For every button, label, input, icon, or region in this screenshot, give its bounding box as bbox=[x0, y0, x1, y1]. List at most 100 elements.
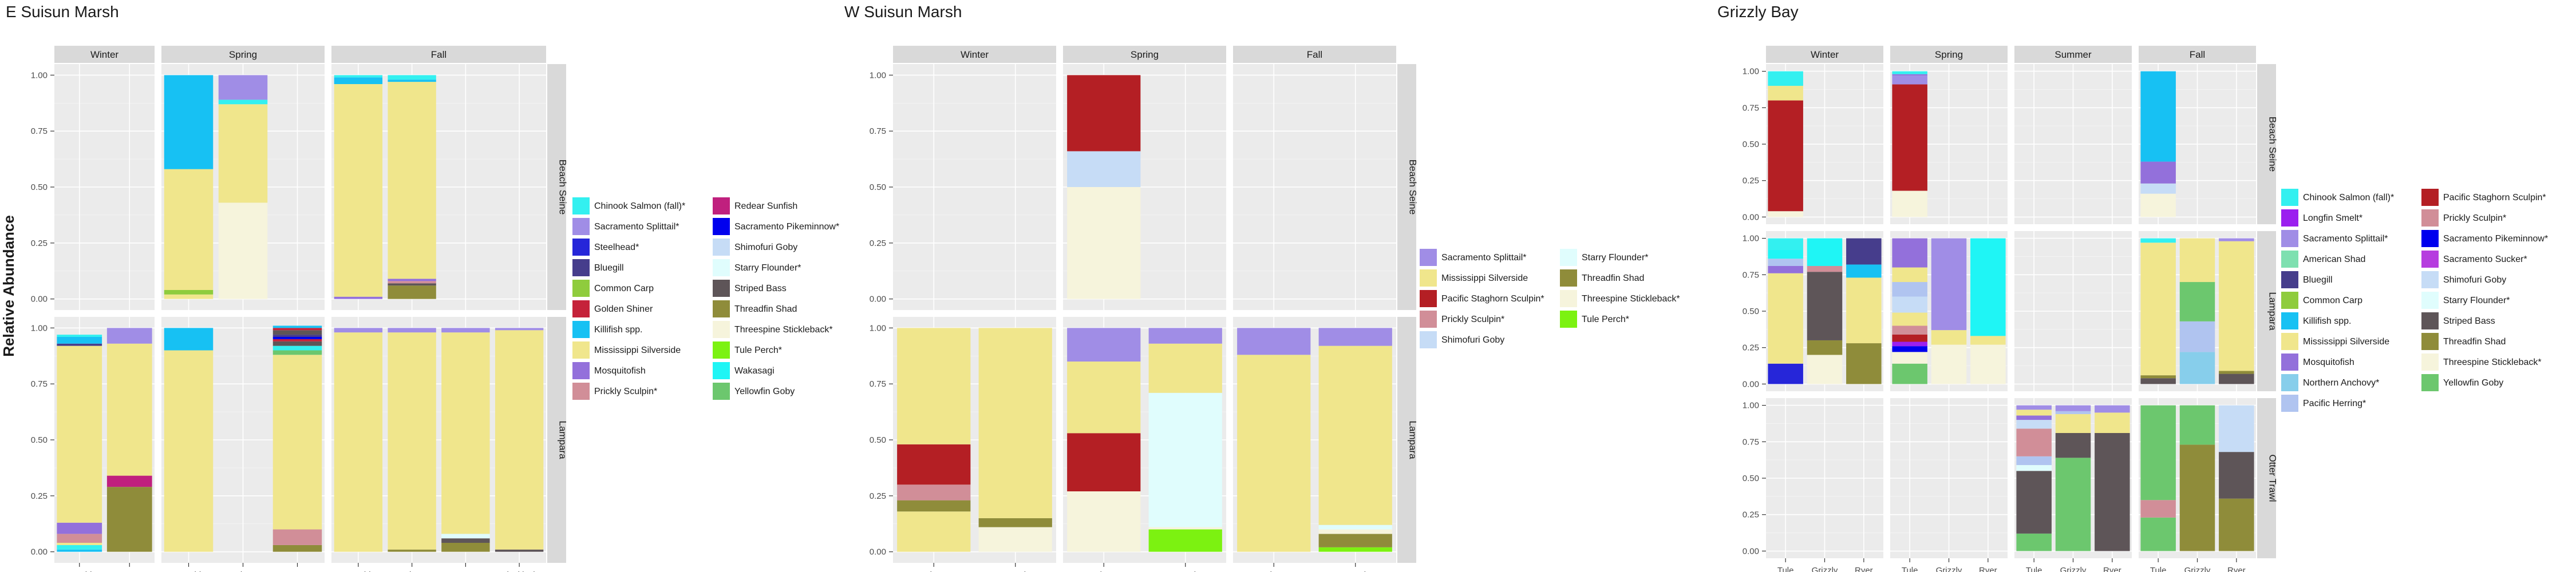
bar-segment-mississippi-silverside bbox=[1067, 362, 1141, 434]
bar-segment-mosquitofish bbox=[57, 522, 102, 534]
legend-label: Striped Bass bbox=[734, 284, 787, 293]
legend-label: Bluegill bbox=[2303, 275, 2333, 285]
legend-key bbox=[1420, 290, 1437, 307]
bar-segment-mississippi-silverside bbox=[164, 169, 214, 290]
bar-segment-threadfin-shad bbox=[2179, 444, 2215, 551]
bar-segment-chinook-salmon-fall bbox=[1768, 71, 1803, 86]
bar-segment-killifish-spp bbox=[57, 337, 102, 344]
legend-key bbox=[572, 321, 590, 338]
legend-label: Bluegill bbox=[594, 263, 624, 273]
x-tick-label: BlacklockMarsh bbox=[501, 570, 538, 572]
bar-segment-northern-anchovy bbox=[2179, 352, 2215, 384]
bar-segment-yellowfin-goby bbox=[2140, 405, 2176, 500]
row-strip-label: Beach Seine bbox=[558, 160, 568, 214]
bar-segment-mississippi-silverside bbox=[1970, 336, 2006, 345]
bar-segment-mississippi-silverside bbox=[978, 328, 1052, 518]
bar-segment-chinook-salmon-fall bbox=[218, 100, 268, 105]
legend-label: Pacific Herring* bbox=[2303, 399, 2366, 408]
bar-segment-killifish-spp bbox=[57, 549, 102, 552]
column-strip bbox=[2014, 46, 2132, 63]
x-tick-label: Peytonia-Suisun bbox=[1337, 570, 1373, 572]
bar-segment-prickly-sculpin bbox=[2016, 428, 2052, 456]
bar-segment-mississippi-silverside bbox=[1892, 312, 1927, 326]
bar-segment-sacramento-pikeminnow bbox=[1892, 346, 1927, 352]
y-tick-label: 0.75 bbox=[1743, 103, 1759, 113]
x-tick-label: RyerIsland bbox=[2225, 566, 2248, 572]
bar-segment-sacramento-splittail bbox=[2016, 405, 2052, 410]
bar-segment-mosquitofish bbox=[334, 296, 383, 299]
bar-segment-golden-shiner bbox=[272, 328, 322, 331]
bar-segment-tule-perch bbox=[1318, 547, 1392, 552]
y-tick-label: 0.25 bbox=[1743, 343, 1759, 353]
legend-key bbox=[2281, 230, 2298, 247]
column-strip-label: Spring bbox=[229, 49, 257, 60]
x-tick-label: ArnoldSlough bbox=[175, 570, 202, 572]
legend-label: Wakasagi bbox=[734, 366, 775, 376]
legend-key bbox=[1420, 249, 1437, 266]
legend-label: Threadfin Shad bbox=[1582, 273, 1644, 283]
column-strip bbox=[161, 46, 325, 63]
legend-label: Striped Bass bbox=[2443, 316, 2495, 326]
x-tick-label: Peytonia-Suisun bbox=[997, 570, 1033, 572]
bar-segment-striped-bass bbox=[441, 538, 490, 543]
legend-label: Prickly Sculpin* bbox=[2443, 213, 2506, 223]
legend-key bbox=[1560, 311, 1577, 328]
bar-segment-redear-sunfish bbox=[106, 475, 152, 487]
bar-segment-threadfin-shad bbox=[1807, 340, 1843, 355]
legend-key bbox=[713, 341, 730, 359]
bar-segment-prickly-sculpin bbox=[2140, 500, 2176, 518]
bar-segment-sacramento-splittail bbox=[495, 328, 544, 331]
bar-segment-sacramento-splittail bbox=[106, 328, 152, 344]
bar-segment-mississippi-silverside bbox=[495, 330, 544, 550]
bar-segment-threespine-stickleback bbox=[1768, 211, 1803, 217]
bar-segment-threadfin-shad bbox=[2219, 371, 2254, 374]
legend: Chinook Salmon (fall)* Sacramento Splitta… bbox=[572, 197, 839, 400]
legend-key bbox=[2281, 333, 2298, 350]
legend-label: Chinook Salmon (fall)* bbox=[2303, 193, 2394, 202]
x-tick-label: TuleRed bbox=[2150, 566, 2167, 572]
legend-label: Threespine Stickleback* bbox=[2443, 357, 2542, 367]
y-tick-label: 0.50 bbox=[870, 435, 886, 445]
bar-segment-wakasagi bbox=[1807, 238, 1843, 267]
y-tick-label: 0.75 bbox=[31, 126, 48, 136]
legend-label: Starry Flounder* bbox=[734, 263, 801, 273]
legend-label: Sacramento Splittail* bbox=[2303, 234, 2388, 244]
bar-segment-mississippi-silverside bbox=[2055, 414, 2091, 434]
column-strip bbox=[1233, 46, 1396, 63]
bar-segment-chinook-salmon-fall bbox=[57, 545, 102, 550]
column-strip-label: Winter bbox=[90, 49, 118, 60]
y-tick-label: 0.00 bbox=[31, 295, 48, 304]
bar-segment-prickly-sculpin bbox=[1892, 325, 1927, 335]
y-tick-label: 0.50 bbox=[1743, 140, 1759, 149]
bar-segment-golden-shiner bbox=[272, 339, 322, 341]
legend-key bbox=[2421, 271, 2439, 288]
column-strip bbox=[331, 46, 546, 63]
bar-segment-mississippi-silverside bbox=[1768, 86, 1803, 101]
bar-segment-threespine-stickleback bbox=[1892, 190, 1927, 217]
x-tick-label: WingsLanding bbox=[1089, 570, 1119, 572]
bar-segment-yellowfin-goby bbox=[2140, 517, 2176, 551]
column-strip bbox=[1890, 46, 2008, 63]
bar-segment-starry-flounder bbox=[2016, 465, 2052, 471]
column-strip-label: Spring bbox=[1131, 49, 1159, 60]
bar-segment-striped-bass bbox=[2219, 452, 2254, 499]
legend-label: Mississippi Silverside bbox=[594, 345, 681, 355]
legend-label: Shimofuri Goby bbox=[1441, 335, 1504, 345]
legend-key bbox=[2421, 312, 2439, 329]
legend-label: Sacramento Splittail* bbox=[594, 222, 679, 232]
bar-segment-killifish-spp bbox=[164, 75, 214, 169]
bar-segment-threadfin-shad bbox=[441, 542, 490, 552]
legend-key bbox=[713, 300, 730, 317]
y-tick-label: 0.00 bbox=[870, 295, 886, 304]
plot-grizzly-bay: Grizzly Bay Winter Spring Summer Fall Beach S… bbox=[1717, 3, 2548, 572]
x-tick-label: WingsLanding bbox=[1259, 570, 1289, 572]
bar-segment-threespine-stickleback bbox=[1318, 529, 1392, 534]
legend-key bbox=[713, 259, 730, 276]
legend-key bbox=[572, 383, 590, 400]
legend-key bbox=[2421, 292, 2439, 309]
bar-segment-sacramento-pikeminnow bbox=[272, 337, 322, 339]
legend-label: Shimofuri Goby bbox=[734, 243, 797, 252]
y-tick-label: 0.75 bbox=[870, 126, 886, 136]
